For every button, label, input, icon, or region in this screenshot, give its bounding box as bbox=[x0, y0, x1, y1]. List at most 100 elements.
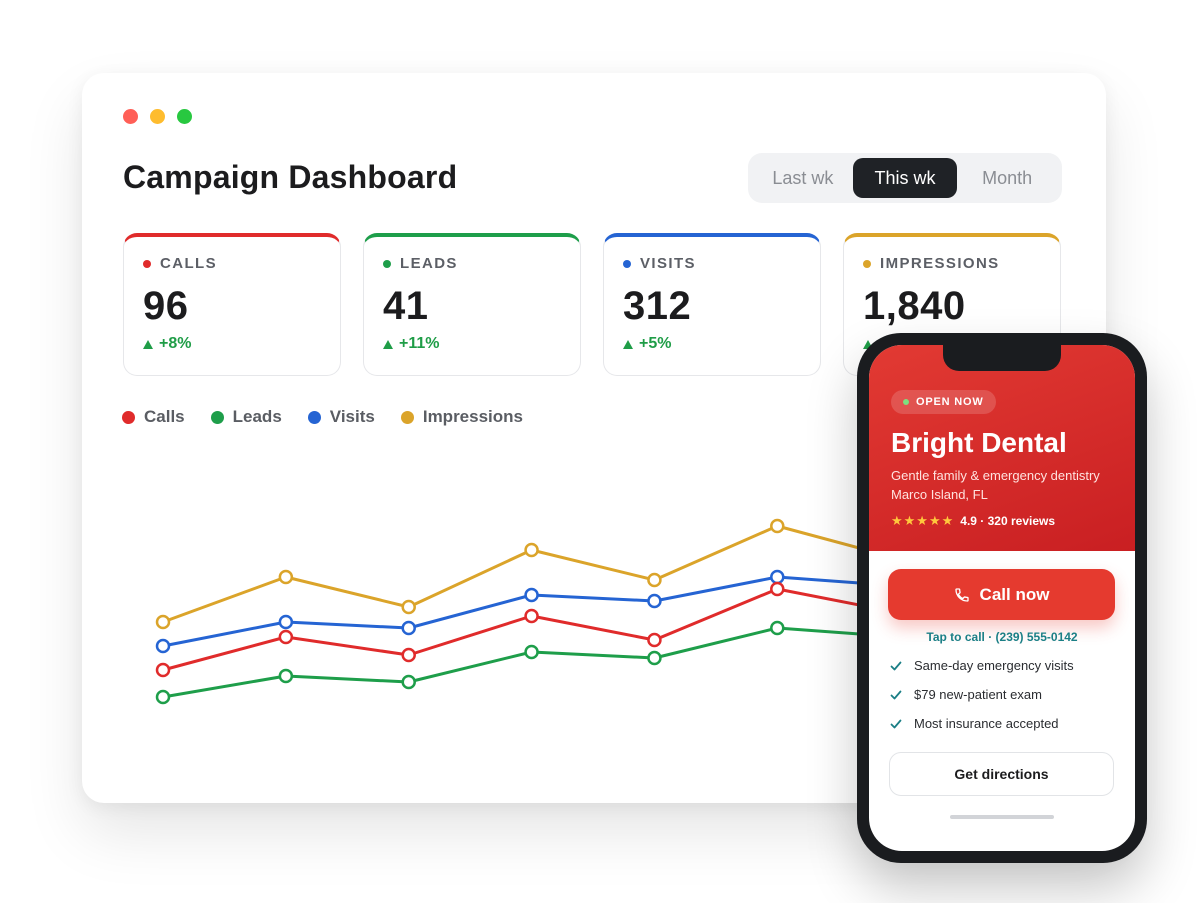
feature-text: Same-day emergency visits bbox=[914, 658, 1074, 673]
data-point-leads[interactable] bbox=[278, 668, 294, 684]
list-item: Most insurance accepted bbox=[890, 716, 1074, 731]
data-point-impressions[interactable] bbox=[278, 569, 294, 585]
legend-item-visits[interactable]: Visits bbox=[307, 407, 375, 427]
status-badge: OPEN NOW bbox=[891, 390, 996, 414]
legend-dot-icon bbox=[122, 410, 135, 424]
business-location: Marco Island, FL bbox=[891, 487, 988, 502]
metric-cards: CALLS 96 +8% LEADS 41 +11% bbox=[123, 233, 1061, 376]
data-point-impressions[interactable] bbox=[524, 542, 539, 558]
maximize-window-button[interactable] bbox=[177, 109, 192, 124]
metric-value: 1,840 bbox=[863, 284, 966, 328]
call-now-button[interactable]: Call now bbox=[888, 569, 1115, 620]
legend-label: Impressions bbox=[422, 407, 523, 426]
trend-up-icon bbox=[623, 339, 633, 349]
close-window-button[interactable] bbox=[123, 109, 138, 124]
data-point-impressions[interactable] bbox=[770, 518, 785, 534]
metric-delta-text: +5% bbox=[639, 335, 672, 352]
business-description: Gentle family & emergency dentistry Marc… bbox=[891, 466, 1100, 504]
legend-label: Leads bbox=[232, 407, 282, 426]
metric-card-leads[interactable]: LEADS 41 +11% bbox=[363, 233, 581, 376]
metric-label: LEADS bbox=[383, 255, 560, 272]
tab-month[interactable]: Month bbox=[982, 167, 1033, 188]
rating-text: 4.9 · 320 reviews bbox=[960, 514, 1056, 528]
phone-mockup: OPEN NOW Bright Dental Gentle family & e… bbox=[857, 333, 1147, 863]
data-point-calls[interactable] bbox=[278, 629, 294, 645]
tab-last-week[interactable]: Last wk bbox=[772, 167, 834, 188]
metric-delta-text: +8% bbox=[159, 335, 192, 352]
phone-icon bbox=[954, 587, 969, 602]
data-point-visits[interactable] bbox=[401, 620, 416, 636]
metric-card-calls[interactable]: CALLS 96 +8% bbox=[123, 233, 341, 376]
feature-text: Most insurance accepted bbox=[914, 716, 1059, 731]
check-icon bbox=[890, 690, 902, 699]
status-dot-icon bbox=[623, 259, 631, 268]
window-controls bbox=[123, 109, 192, 124]
metric-delta: +8% bbox=[143, 335, 320, 353]
feature-text: $79 new-patient exam bbox=[914, 687, 1042, 702]
data-point-impressions[interactable] bbox=[155, 614, 171, 630]
minimize-window-button[interactable] bbox=[150, 109, 165, 124]
data-point-visits[interactable] bbox=[647, 593, 662, 609]
business-hero: OPEN NOW Bright Dental Gentle family & e… bbox=[869, 345, 1135, 551]
data-point-calls[interactable] bbox=[770, 581, 785, 597]
metric-value: 41 bbox=[383, 284, 429, 328]
legend-item-impressions[interactable]: Impressions bbox=[400, 407, 523, 427]
data-point-leads[interactable] bbox=[647, 650, 662, 666]
status-dot-icon bbox=[383, 259, 391, 268]
trend-up-icon bbox=[863, 339, 873, 349]
star-rating-icon: ★★★★★ bbox=[891, 513, 955, 528]
trend-up-icon bbox=[383, 339, 393, 349]
metric-value: 96 bbox=[143, 284, 189, 328]
chart-legend: Calls Leads Visits Impressions bbox=[122, 407, 523, 427]
tap-to-call-link[interactable]: Tap to call · (239) 555-0142 bbox=[926, 630, 1078, 644]
data-point-calls[interactable] bbox=[647, 632, 662, 648]
list-item: Same-day emergency visits bbox=[890, 658, 1074, 673]
business-tagline: Gentle family & emergency dentistry bbox=[891, 468, 1100, 483]
tab-this-week[interactable]: This wk bbox=[852, 158, 958, 198]
legend-label: Visits bbox=[329, 407, 375, 426]
data-point-calls[interactable] bbox=[401, 647, 416, 663]
rating: ★★★★★ 4.9 · 320 reviews bbox=[891, 513, 1055, 529]
data-point-leads[interactable] bbox=[155, 689, 171, 705]
legend-dot-icon bbox=[307, 410, 321, 424]
metric-delta-text: +11% bbox=[399, 335, 440, 352]
data-point-leads[interactable] bbox=[524, 644, 539, 660]
phone-screen: OPEN NOW Bright Dental Gentle family & e… bbox=[869, 345, 1135, 851]
data-point-leads[interactable] bbox=[770, 620, 785, 636]
data-point-visits[interactable] bbox=[278, 614, 294, 630]
data-point-visits[interactable] bbox=[524, 587, 539, 603]
data-point-calls[interactable] bbox=[524, 608, 539, 624]
status-dot-icon bbox=[143, 259, 151, 268]
legend-item-calls[interactable]: Calls bbox=[122, 407, 185, 427]
metric-label-text: VISITS bbox=[640, 255, 696, 272]
metric-delta: +11% bbox=[383, 335, 560, 353]
data-point-visits[interactable] bbox=[770, 569, 785, 585]
legend-item-leads[interactable]: Leads bbox=[210, 407, 282, 427]
data-point-calls[interactable] bbox=[155, 662, 171, 678]
business-name: Bright Dental bbox=[891, 427, 1067, 458]
legend-label: Calls bbox=[144, 407, 185, 426]
legend-dot-icon bbox=[210, 410, 224, 424]
metric-label: IMPRESSIONS bbox=[863, 255, 1040, 272]
metric-label: CALLS bbox=[143, 255, 320, 272]
status-dot-icon bbox=[863, 259, 871, 268]
metric-label-text: LEADS bbox=[400, 255, 458, 272]
status-badge-text: OPEN NOW bbox=[916, 396, 984, 408]
metric-label-text: CALLS bbox=[160, 255, 217, 272]
home-indicator bbox=[950, 815, 1054, 819]
open-status-dot-icon bbox=[903, 399, 909, 405]
metric-card-visits[interactable]: VISITS 312 +5% bbox=[603, 233, 821, 376]
page-title: Campaign Dashboard bbox=[123, 159, 458, 195]
data-point-visits[interactable] bbox=[155, 638, 171, 654]
legend-dot-icon bbox=[400, 410, 414, 424]
metric-value: 312 bbox=[623, 284, 692, 328]
data-point-impressions[interactable] bbox=[401, 599, 416, 615]
call-now-label: Call now bbox=[979, 584, 1050, 604]
data-point-leads[interactable] bbox=[401, 674, 416, 690]
phone-notch bbox=[943, 345, 1061, 371]
get-directions-button[interactable]: Get directions bbox=[889, 752, 1114, 796]
data-point-impressions[interactable] bbox=[647, 572, 662, 588]
list-item: $79 new-patient exam bbox=[890, 687, 1074, 702]
metric-label: VISITS bbox=[623, 255, 800, 272]
